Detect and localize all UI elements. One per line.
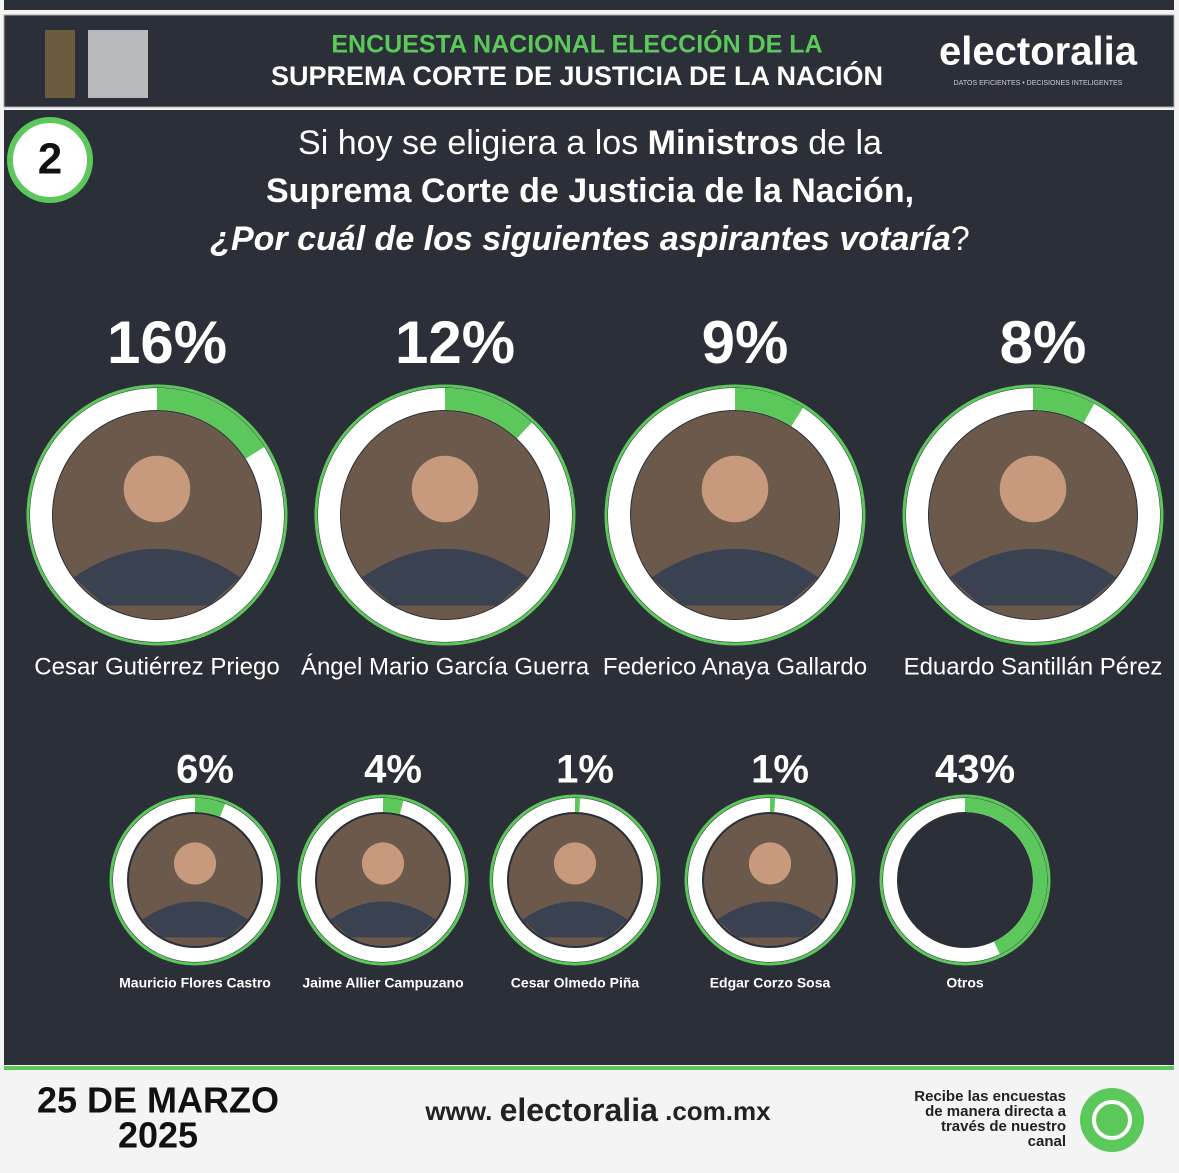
value-label: 6% <box>176 748 234 792</box>
header-line2: SUPREMA CORTE DE JUSTICIA DE LA NACIÓN <box>271 60 883 91</box>
photo-face <box>361 842 405 885</box>
candidate-name: Federico Anaya Gallardo <box>603 653 867 680</box>
header-line1: ENCUESTA NACIONAL ELECCIÓN DE LA <box>331 29 822 59</box>
url-brand: electoralia <box>500 1092 659 1128</box>
value-label: 9% <box>702 309 789 376</box>
photo-face <box>999 455 1067 523</box>
ballot-box <box>88 30 148 98</box>
ring-outline <box>879 794 1051 966</box>
ring-outline <box>314 384 576 646</box>
photo-face <box>411 455 479 523</box>
badge-number: 2 <box>38 135 62 184</box>
whatsapp-glyph <box>1092 1100 1132 1140</box>
photo-face <box>701 455 769 523</box>
question-line: Si hoy se eligiera a los Ministros de la <box>298 124 882 162</box>
ring-arc <box>964 798 1047 955</box>
ring-arc <box>444 388 532 439</box>
candidate-name: Otros <box>946 975 984 991</box>
candidate-name: Jaime Allier Campuzano <box>302 975 463 991</box>
ring-arc <box>156 388 265 459</box>
ring-arc <box>194 798 226 817</box>
brand: electoralia <box>939 30 1138 74</box>
photo-face <box>173 842 217 885</box>
photo-body <box>717 901 823 938</box>
whatsapp-icon[interactable] <box>1080 1088 1144 1152</box>
question-segment: Ministros <box>648 124 799 162</box>
ring-arc <box>734 388 804 427</box>
candidate-name: Cesar Gutiérrez Priego <box>34 653 279 680</box>
photo-body <box>949 548 1117 606</box>
value-label: 1% <box>556 748 614 792</box>
value-label: 1% <box>751 748 809 792</box>
question-line: ¿Por cuál de los siguientes aspirantes v… <box>210 220 970 258</box>
question-segment: ? <box>951 220 970 258</box>
value-label: 43% <box>935 748 1015 792</box>
ring-arc <box>382 798 404 815</box>
photo-face <box>123 455 191 523</box>
question-segment: ¿Por cuál de los siguientes aspirantes v… <box>210 220 951 258</box>
ring-outline <box>902 384 1164 646</box>
photo-body <box>330 901 436 938</box>
candidate-name: Edgar Corzo Sosa <box>710 975 831 991</box>
candidate-name: Cesar Olmedo Piña <box>511 975 640 991</box>
justice-icon <box>45 30 75 98</box>
ring-arc <box>1032 388 1095 424</box>
ring-outline <box>684 794 856 966</box>
ring-outline <box>297 794 469 966</box>
question: Si hoy se eligiera a los Ministros de la… <box>210 124 970 258</box>
photo-body <box>73 548 241 606</box>
url-suffix: .com.mx <box>658 1096 771 1126</box>
ring-outline <box>604 384 866 646</box>
value-label: 12% <box>395 309 515 376</box>
question-segment: Suprema Corte de Justicia de la Nación, <box>266 172 914 210</box>
cta-line: Recibe las encuestas <box>914 1088 1066 1105</box>
ring-outline <box>489 794 661 966</box>
photo-body <box>142 901 248 938</box>
candidate-name: Ángel Mario García Guerra <box>301 653 590 680</box>
question-line: Suprema Corte de Justicia de la Nación, <box>266 172 914 210</box>
url-prefix: www. <box>424 1096 499 1126</box>
cta-line: través de nuestro <box>941 1118 1066 1135</box>
value-label: 4% <box>364 748 422 792</box>
photo-body <box>522 901 628 938</box>
candidate-name: Eduardo Santillán Pérez <box>904 653 1163 680</box>
photo-face <box>748 842 792 885</box>
question-segment: Si hoy se eligiera a los <box>298 124 648 162</box>
top-strip <box>4 0 1174 10</box>
photo-face <box>553 842 597 885</box>
candidate-name: Mauricio Flores Castro <box>119 975 271 991</box>
ring-outline <box>26 384 288 646</box>
question-segment: de la <box>799 124 882 162</box>
footer-rule <box>4 1066 1174 1070</box>
header <box>3 14 1175 108</box>
photo-body <box>361 548 529 606</box>
value-label: 8% <box>1000 309 1087 376</box>
date-line1: 25 DE MARZO <box>37 1080 279 1121</box>
value-label: 16% <box>107 309 227 376</box>
badge <box>7 117 93 203</box>
cta-line: de manera directa a <box>925 1103 1067 1120</box>
date-line2: 2025 <box>118 1115 198 1156</box>
cta-line: canal <box>1028 1133 1066 1150</box>
donuts: 16% Cesar Gutiérrez Priego 12% Ángel Mario … <box>26 309 1164 991</box>
url: www. electoralia .com.mx <box>424 1092 771 1128</box>
photo-body <box>651 548 819 606</box>
tagline: DATOS EFICIENTES • DECISIONES INTELIGENT… <box>954 80 1123 87</box>
ring-outline <box>109 794 281 966</box>
